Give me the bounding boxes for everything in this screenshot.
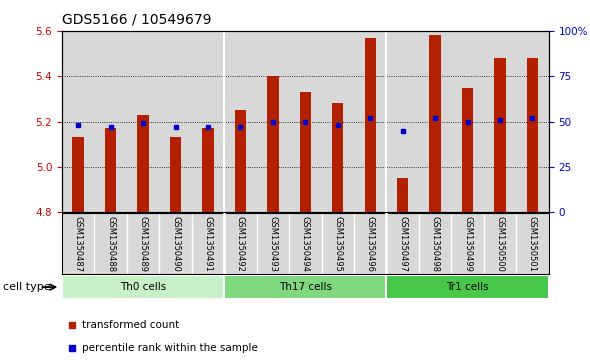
Text: GSM1350491: GSM1350491 bbox=[204, 216, 212, 272]
Bar bbox=[289, 31, 322, 212]
Bar bbox=[159, 31, 192, 212]
Text: GSM1350496: GSM1350496 bbox=[366, 216, 375, 272]
Bar bbox=[332, 103, 343, 212]
Bar bbox=[94, 31, 127, 212]
Text: GSM1350501: GSM1350501 bbox=[528, 216, 537, 272]
Bar bbox=[202, 129, 214, 212]
Text: GSM1350495: GSM1350495 bbox=[333, 216, 342, 272]
Bar bbox=[73, 138, 84, 212]
Bar bbox=[300, 92, 311, 212]
Bar bbox=[527, 58, 538, 212]
Text: Tr1 cells: Tr1 cells bbox=[446, 282, 489, 292]
Text: GDS5166 / 10549679: GDS5166 / 10549679 bbox=[62, 13, 211, 27]
Bar bbox=[170, 138, 181, 212]
Bar bbox=[224, 31, 257, 212]
Bar bbox=[365, 38, 376, 212]
Bar bbox=[137, 115, 149, 212]
Text: GSM1350492: GSM1350492 bbox=[236, 216, 245, 272]
Text: GSM1350489: GSM1350489 bbox=[139, 216, 148, 272]
Bar bbox=[462, 87, 473, 212]
Bar bbox=[494, 58, 506, 212]
Bar bbox=[354, 31, 386, 212]
Text: GSM1350493: GSM1350493 bbox=[268, 216, 277, 272]
Bar bbox=[419, 31, 451, 212]
Bar bbox=[516, 31, 549, 212]
Bar bbox=[386, 275, 549, 299]
Bar bbox=[322, 31, 354, 212]
Bar bbox=[386, 31, 419, 212]
Bar bbox=[257, 31, 289, 212]
Bar bbox=[62, 31, 94, 212]
Text: Th0 cells: Th0 cells bbox=[120, 282, 166, 292]
Text: percentile rank within the sample: percentile rank within the sample bbox=[83, 343, 258, 352]
Text: transformed count: transformed count bbox=[83, 321, 179, 330]
Bar bbox=[267, 76, 278, 212]
Bar bbox=[192, 31, 224, 212]
Text: GSM1350488: GSM1350488 bbox=[106, 216, 115, 272]
Bar bbox=[127, 31, 159, 212]
Text: Th17 cells: Th17 cells bbox=[279, 282, 332, 292]
Text: GSM1350500: GSM1350500 bbox=[496, 216, 504, 272]
Bar bbox=[484, 31, 516, 212]
Bar bbox=[224, 275, 386, 299]
Text: GSM1350497: GSM1350497 bbox=[398, 216, 407, 272]
Bar bbox=[451, 31, 484, 212]
Text: GSM1350499: GSM1350499 bbox=[463, 216, 472, 272]
Bar bbox=[430, 36, 441, 212]
Text: GSM1350490: GSM1350490 bbox=[171, 216, 180, 272]
Bar bbox=[105, 129, 116, 212]
Bar bbox=[62, 275, 224, 299]
Text: GSM1350498: GSM1350498 bbox=[431, 216, 440, 272]
Bar bbox=[397, 178, 408, 212]
Text: GSM1350487: GSM1350487 bbox=[74, 216, 83, 272]
Bar bbox=[235, 110, 246, 212]
Text: cell type: cell type bbox=[3, 282, 51, 292]
Text: GSM1350494: GSM1350494 bbox=[301, 216, 310, 272]
